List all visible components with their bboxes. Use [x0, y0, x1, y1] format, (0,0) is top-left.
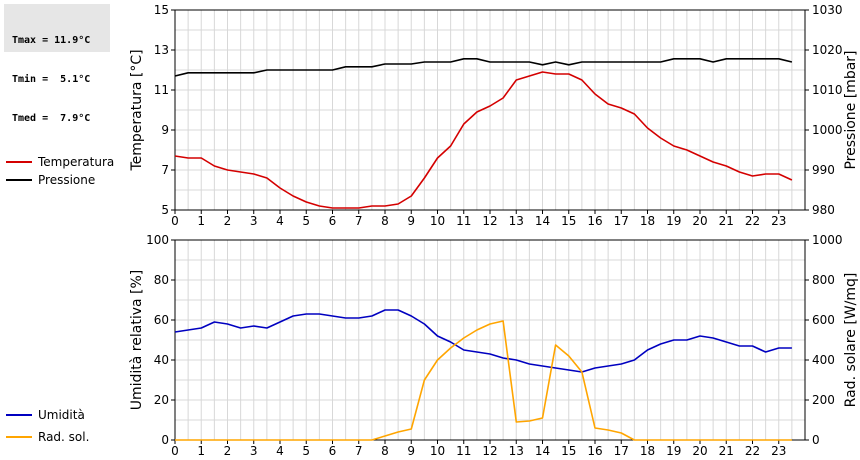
x-tick-label: 13 [509, 214, 524, 228]
x-tick-label: 15 [561, 444, 576, 458]
legend-label-umidita: Umidità [38, 408, 85, 422]
y2-tick-label: 990 [812, 163, 835, 177]
x-tick-label: 22 [745, 214, 760, 228]
y-tick-label: 0 [161, 433, 169, 447]
x-tick-label: 16 [587, 444, 602, 458]
y-tick-label: 5 [161, 203, 169, 217]
y2-tick-label: 400 [812, 353, 835, 367]
legend-label-pressione: Pressione [38, 173, 95, 187]
y-tick-label: 40 [154, 353, 169, 367]
x-tick-label: 14 [535, 214, 550, 228]
x-tick-label: 2 [224, 444, 232, 458]
x-tick-label: 20 [692, 214, 707, 228]
x-tick-label: 1 [197, 444, 205, 458]
x-tick-label: 18 [640, 444, 655, 458]
y-tick-label: 11 [154, 83, 169, 97]
hum-rad-grid [175, 240, 805, 440]
x-tick-label: 23 [771, 214, 786, 228]
temp-axis-label: Temperatura [°C] [129, 49, 145, 171]
y-tick-label: 100 [146, 233, 169, 247]
legend-label-temperatura: Temperatura [37, 155, 114, 169]
x-tick-label: 1 [197, 214, 205, 228]
x-tick-label: 3 [250, 214, 258, 228]
x-tick-label: 7 [355, 444, 363, 458]
x-tick-label: 15 [561, 214, 576, 228]
tmin-text: Tmin = 5.1°C [12, 74, 91, 85]
x-tick-label: 18 [640, 214, 655, 228]
temp-pressure-lines [174, 57, 793, 209]
x-tick-label: 13 [509, 444, 524, 458]
x-tick-label: 3 [250, 444, 258, 458]
x-tick-label: 5 [302, 214, 310, 228]
y2-tick-label: 1020 [812, 43, 843, 57]
x-tick-label: 0 [171, 444, 179, 458]
x-tick-label: 16 [587, 214, 602, 228]
x-tick-label: 6 [329, 444, 337, 458]
legend-label-rad-sol: Rad. sol. [38, 430, 89, 444]
y2-tick-label: 980 [812, 203, 835, 217]
x-tick-label: 11 [456, 444, 471, 458]
x-tick-label: 10 [430, 214, 445, 228]
x-tick-label: 4 [276, 214, 284, 228]
y-tick-label: 60 [154, 313, 169, 327]
x-tick-label: 5 [302, 444, 310, 458]
pressure-axis-label: Pressione [mbar] [843, 50, 859, 169]
x-tick-label: 11 [456, 214, 471, 228]
y-tick-label: 9 [161, 123, 169, 137]
series-line-temperatura [174, 71, 793, 209]
hum-rad-lines [174, 309, 792, 441]
x-tick-label: 22 [745, 444, 760, 458]
y2-tick-label: 200 [812, 393, 835, 407]
y-tick-label: 15 [154, 3, 169, 17]
x-tick-label: 10 [430, 444, 445, 458]
y2-tick-label: 1000 [812, 123, 843, 137]
x-tick-label: 23 [771, 444, 786, 458]
solar-axis-label: Rad. solare [W/mq] [843, 273, 859, 408]
y-tick-label: 80 [154, 273, 169, 287]
tmed-text: Tmed = 7.9°C [12, 113, 91, 124]
x-tick-label: 17 [614, 214, 629, 228]
series-line-rad-sol [175, 320, 792, 441]
series-line-pressione [174, 57, 793, 77]
y2-tick-label: 600 [812, 313, 835, 327]
x-tick-label: 2 [224, 214, 232, 228]
x-tick-label: 4 [276, 444, 284, 458]
series-line-umidit [174, 309, 792, 373]
y-tick-label: 7 [161, 163, 169, 177]
x-tick-label: 7 [355, 214, 363, 228]
x-tick-label: 17 [614, 444, 629, 458]
stats-box: Tmax = 11.9°C Tmin = 5.1°C Tmed = 7.9°C [4, 4, 110, 124]
y-tick-label: 20 [154, 393, 169, 407]
x-tick-label: 12 [482, 444, 497, 458]
x-tick-label: 6 [329, 214, 337, 228]
temp-pressure-ticks: 0 1 2 3 4 5 6 7 8 9 10 11 12 13 14 15 16 17 18 19 20 21 22 2357… [154, 3, 843, 228]
x-tick-label: 0 [171, 214, 179, 228]
humidity-axis-label: Umidità relativa [%] [129, 270, 145, 411]
hum-rad-ticks: 0 1 2 3 4 5 6 7 8 9 10 11 12 13 14 15 16 17 18 19 20 21 22 2302… [146, 233, 842, 458]
y2-tick-label: 800 [812, 273, 835, 287]
x-tick-label: 20 [692, 444, 707, 458]
x-tick-label: 8 [381, 444, 389, 458]
x-tick-label: 9 [407, 444, 415, 458]
temp-pressure-grid [175, 10, 805, 210]
x-tick-label: 21 [719, 444, 734, 458]
y-tick-label: 13 [154, 43, 169, 57]
y2-tick-label: 1030 [812, 3, 843, 17]
x-tick-label: 8 [381, 214, 389, 228]
tmax-text: Tmax = 11.9°C [12, 35, 91, 46]
y2-tick-label: 1010 [812, 83, 843, 97]
x-tick-label: 9 [407, 214, 415, 228]
y2-tick-label: 1000 [812, 233, 843, 247]
y2-tick-label: 0 [812, 433, 820, 447]
x-tick-label: 21 [719, 214, 734, 228]
x-tick-label: 14 [535, 444, 550, 458]
x-tick-label: 12 [482, 214, 497, 228]
x-tick-label: 19 [666, 214, 681, 228]
x-tick-label: 19 [666, 444, 681, 458]
